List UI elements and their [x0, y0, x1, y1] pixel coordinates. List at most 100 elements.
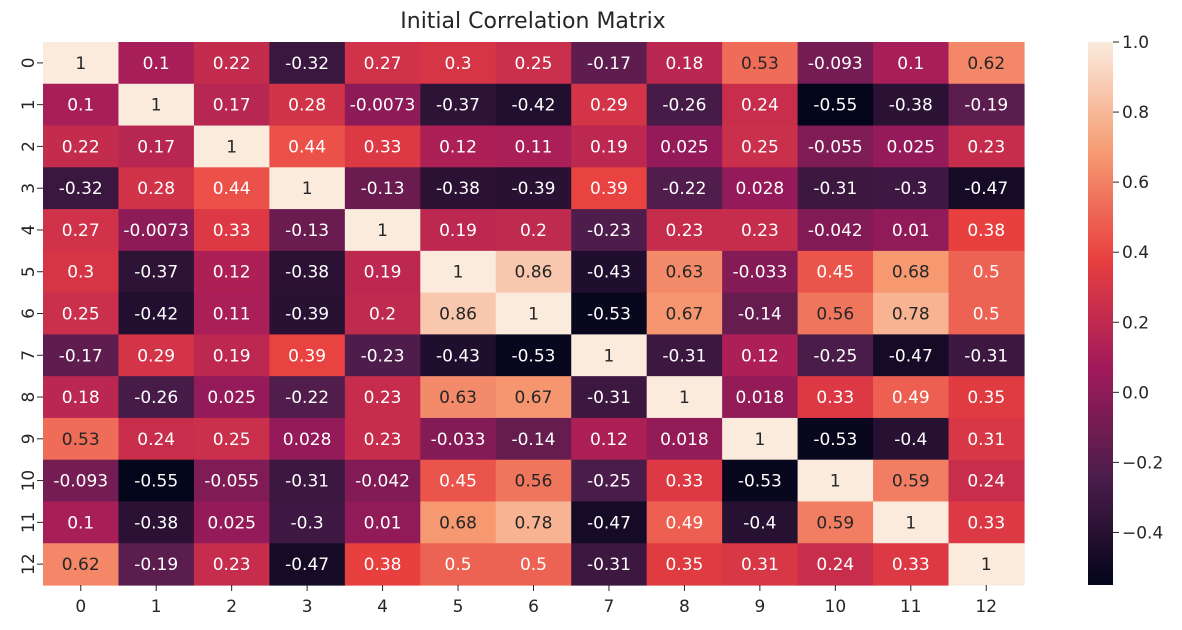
cell-value-label: 0.22	[213, 54, 251, 74]
colorbar-tick-label: 0.4	[1122, 243, 1149, 263]
cell-value-label: -0.31	[285, 472, 329, 492]
heatmap-cell	[193, 501, 270, 544]
cell-value-label: 0.5	[445, 555, 472, 575]
x-tick-label: 4	[377, 597, 388, 617]
heatmap-cell	[646, 376, 723, 419]
cell-value-label: -0.39	[285, 305, 329, 325]
cell-value-label: 0.018	[660, 430, 709, 450]
cell-value-label: 0.33	[892, 555, 930, 575]
cell-value-label: -0.4	[743, 513, 776, 533]
cell-value-label: 0.28	[288, 96, 326, 116]
cell-value-label: 0.56	[816, 305, 854, 325]
cell-value-label: 0.67	[515, 388, 553, 408]
cell-value-label: 0.12	[213, 263, 251, 283]
cell-value-label: 0.17	[213, 96, 251, 116]
heatmap-cell	[269, 83, 346, 127]
heatmap-cell	[344, 292, 421, 335]
heatmap-cell	[646, 250, 723, 294]
heatmap-cell	[646, 125, 723, 168]
cell-value-label: -0.055	[808, 137, 863, 157]
heatmap-cell	[43, 292, 120, 335]
colorbar: 1.0 0.8 0.6 0.4 0.2 0.0 −0.2 −0.4	[1088, 33, 1163, 585]
x-tick-label: 9	[754, 597, 765, 617]
heatmap-cell	[269, 167, 346, 210]
heatmap-cell	[420, 543, 497, 586]
heatmap-cell	[571, 459, 648, 503]
cell-value-label: 0.11	[515, 137, 553, 157]
cell-value-label: 1	[75, 54, 86, 74]
heatmap-cell	[646, 459, 723, 503]
cell-value-label: -0.38	[285, 263, 329, 283]
cell-value-label: 0.33	[364, 137, 402, 157]
cell-value-label: 0.62	[967, 54, 1005, 74]
y-tick-label: 6	[19, 308, 39, 319]
cell-value-label: 1	[453, 263, 464, 283]
heatmap-cells	[43, 42, 1025, 586]
heatmap-cell	[344, 167, 421, 210]
cell-value-label: 0.33	[213, 221, 251, 241]
cell-value-label: 0.12	[741, 346, 779, 366]
cell-value-label: 0.49	[892, 388, 930, 408]
cell-value-label: 0.18	[665, 54, 703, 74]
heatmap-cell	[118, 42, 195, 85]
heatmap-cell	[420, 209, 497, 252]
cell-value-label: -0.31	[587, 388, 631, 408]
cell-value-label: 0.86	[439, 305, 477, 325]
cell-value-label: 0.39	[590, 179, 628, 199]
heatmap-cell	[873, 250, 950, 294]
y-tick-label: 10	[19, 470, 39, 492]
cell-value-label: 0.18	[62, 388, 100, 408]
cell-value-label: 0.28	[137, 179, 175, 199]
cell-value-label: -0.25	[587, 472, 631, 492]
y-tick-label: 9	[19, 433, 39, 444]
cell-value-label: -0.22	[662, 179, 706, 199]
cell-value-label: 0.19	[590, 137, 628, 157]
heatmap-cell	[571, 376, 648, 419]
cell-value-label: 0.31	[967, 430, 1005, 450]
cell-value-label: 0.45	[816, 263, 854, 283]
cell-value-label: -0.055	[204, 472, 259, 492]
cell-value-label: -0.033	[431, 430, 486, 450]
heatmap-cell	[118, 250, 195, 294]
cell-value-label: 0.39	[288, 346, 326, 366]
cell-value-label: 0.5	[520, 555, 547, 575]
heatmap-cell	[722, 376, 799, 419]
cell-value-label: 0.24	[137, 430, 175, 450]
heatmap-cell	[344, 209, 421, 252]
heatmap-cell	[873, 543, 950, 586]
cell-value-label: 0.24	[741, 96, 779, 116]
cell-value-label: -0.47	[964, 179, 1008, 199]
heatmap-cell	[193, 42, 270, 85]
heatmap-cell	[269, 209, 346, 252]
heatmap-cell	[118, 334, 195, 377]
heatmap-cell	[873, 459, 950, 503]
cell-value-label: -0.32	[285, 54, 329, 74]
heatmap-cell	[948, 167, 1025, 210]
heatmap-cell	[646, 42, 723, 85]
cell-value-label: 1	[604, 346, 615, 366]
x-tick-label: 10	[825, 597, 847, 617]
cell-value-label: 0.38	[967, 221, 1005, 241]
y-tick-label: 2	[19, 141, 39, 152]
y-tick-label: 3	[19, 183, 39, 194]
cell-value-label: 0.11	[213, 305, 251, 325]
heatmap-cell	[118, 376, 195, 419]
cell-value-label: 1	[754, 430, 765, 450]
cell-value-label: -0.42	[511, 96, 555, 116]
cell-value-label: -0.3	[894, 179, 927, 199]
cell-value-label: 0.35	[665, 555, 703, 575]
cell-value-label: 0.35	[967, 388, 1005, 408]
cell-value-label: -0.23	[587, 221, 631, 241]
heatmap-cell	[118, 501, 195, 544]
cell-value-label: 0.78	[892, 305, 930, 325]
x-tick-label: 6	[528, 597, 539, 617]
heatmap-cell	[193, 167, 270, 210]
heatmap-cell	[948, 543, 1025, 586]
heatmap-cell	[722, 459, 799, 503]
heatmap-cell	[420, 334, 497, 377]
heatmap-cell	[722, 334, 799, 377]
cell-value-label: 0.68	[892, 263, 930, 283]
cell-value-label: -0.26	[662, 96, 706, 116]
